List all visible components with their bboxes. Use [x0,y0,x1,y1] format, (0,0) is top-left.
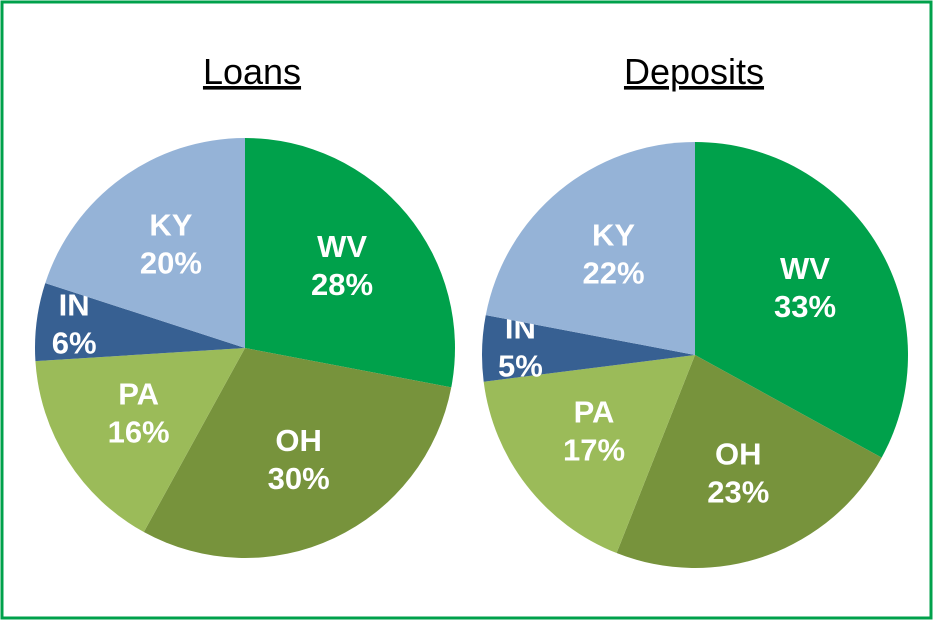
pie-slice [143,348,452,558]
slice-label: 22% [583,256,645,291]
slice-category: KY [149,207,192,242]
slice-label: 5% [498,349,543,384]
pie-slice [245,138,455,388]
slice-label: 23% [707,474,769,509]
slice-label: 20% [140,245,202,280]
slice-label: 16% [108,415,170,450]
slice-label: 30% [268,461,330,496]
slice-category: OH [275,423,322,458]
chart-title: Deposits [624,51,764,92]
slice-category: PA [574,395,615,430]
slice-category: WV [317,229,367,264]
slice-category: OH [715,436,762,471]
slice-label: 33% [774,289,836,324]
slice-label: 6% [52,326,97,361]
pie-slice [695,142,908,458]
slice-label: 17% [563,433,625,468]
slice-label: 28% [311,267,373,302]
pie-slice [45,138,245,348]
pie-slice [616,355,882,568]
pie-slice [482,315,695,382]
pie-slice [35,283,245,362]
pie-slice [483,355,695,554]
pie-slice [485,142,695,355]
slice-category: WV [780,251,830,286]
slice-category: PA [118,377,159,412]
slice-category: KY [592,218,635,253]
pie-slice [35,348,246,533]
chart-title: Loans [203,51,301,92]
